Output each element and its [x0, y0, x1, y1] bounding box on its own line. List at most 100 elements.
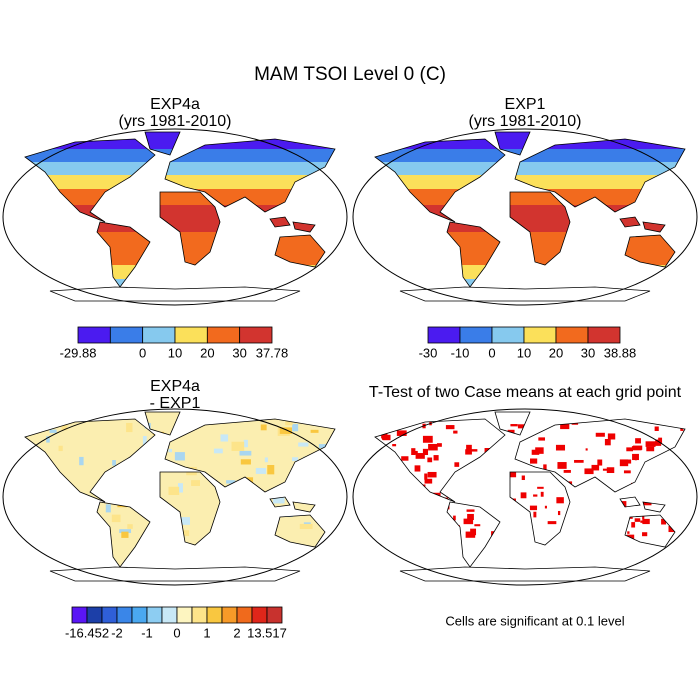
colorbar-label: 30 — [581, 345, 595, 360]
sig-cell — [355, 560, 363, 566]
sig-cell — [510, 424, 518, 427]
diff-patch — [264, 457, 268, 463]
panel-subtitle: (yrs 1981-2010) — [469, 113, 582, 130]
diff-patch — [127, 524, 133, 529]
colorbar-box — [142, 326, 176, 344]
diff-patch — [16, 433, 20, 437]
colorbar-box — [523, 326, 557, 344]
diff-patch — [119, 529, 132, 533]
sig-cell — [555, 444, 566, 451]
colorbar-label: 37.78 — [256, 345, 289, 360]
sig-cell — [466, 509, 475, 512]
sig-cell — [694, 456, 700, 459]
diff-patch — [12, 543, 21, 551]
sig-cell — [521, 475, 525, 481]
sig-cell — [467, 513, 474, 521]
colorbar-box — [161, 606, 178, 624]
globe-outline — [2, 408, 348, 586]
colorbar-label: 13.517 — [247, 625, 287, 640]
colorbar-label: -30 — [419, 345, 438, 360]
panel-note: Cells are significant at 0.1 level — [445, 613, 624, 628]
sig-cell — [424, 473, 428, 480]
sig-cell — [470, 449, 478, 452]
sig-cell — [547, 521, 557, 525]
sig-cell — [353, 526, 358, 529]
sig-cell — [627, 531, 630, 534]
temp-band — [25, 175, 335, 189]
colorbar-label: 30 — [232, 345, 246, 360]
sig-cell — [574, 459, 584, 463]
colorbar-box — [221, 606, 238, 624]
diff-patch — [292, 423, 299, 432]
colorbar-box — [459, 326, 493, 344]
sig-cell — [585, 448, 588, 451]
sig-cell — [453, 430, 458, 434]
diff-patch — [312, 575, 320, 584]
sig-cell — [465, 531, 476, 538]
sig-cell — [517, 424, 525, 429]
diff-patch — [58, 445, 63, 452]
temp-band — [375, 162, 685, 175]
colorbar-box — [116, 606, 133, 624]
diff-patch — [255, 467, 267, 474]
diff-patch — [7, 584, 12, 592]
sig-cell — [538, 437, 546, 441]
sig-cell — [655, 439, 662, 446]
colorbar-box — [131, 606, 148, 624]
diff-patch — [334, 549, 335, 557]
sig-cell — [646, 446, 655, 452]
colorbar-label: 20 — [549, 345, 563, 360]
diff-patch — [333, 534, 335, 543]
diff-patch — [267, 465, 275, 475]
globe-outline — [2, 128, 348, 306]
diff-patch — [220, 434, 229, 442]
diff-patch — [292, 457, 299, 462]
sig-cell — [691, 449, 695, 455]
colorbar-box — [86, 606, 103, 624]
diff-patch — [111, 514, 121, 523]
diff-patch — [178, 483, 183, 493]
diff-patch — [279, 427, 293, 434]
globe-outline — [352, 128, 698, 306]
sig-cell — [401, 456, 409, 461]
sig-cell — [507, 471, 517, 478]
colorbar-label: 0 — [488, 345, 495, 360]
colorbar-box — [77, 326, 111, 344]
diff-patch — [326, 562, 335, 567]
diff-patch — [226, 480, 236, 484]
sig-cell — [597, 459, 603, 466]
colorbar-label: -16.452 — [65, 625, 109, 640]
diff-patch — [239, 450, 252, 456]
sig-cell — [654, 426, 659, 432]
diff-patch — [168, 448, 172, 453]
sig-cell — [463, 518, 474, 525]
sig-cell — [428, 443, 438, 451]
diff-patch — [191, 480, 201, 486]
colorbar-label: 0 — [173, 625, 180, 640]
sig-cell — [529, 505, 538, 511]
diff-patch — [246, 582, 257, 590]
sig-cell — [680, 424, 684, 431]
sig-cell — [402, 559, 406, 566]
sig-cell — [535, 447, 544, 454]
sig-cell — [619, 459, 629, 467]
sig-cell — [690, 542, 699, 549]
sig-cell — [557, 462, 567, 469]
sig-cell — [568, 481, 573, 484]
sig-cell — [533, 494, 538, 497]
colorbar-label: 0 — [139, 345, 146, 360]
sig-cell — [445, 425, 455, 430]
diff-patch — [33, 419, 42, 424]
diff-patch — [112, 460, 116, 466]
colorbar-label: -10 — [451, 345, 470, 360]
diff-patch — [3, 571, 9, 575]
sig-cell — [690, 435, 697, 440]
diff-patch — [320, 551, 325, 558]
diff-patch — [213, 448, 223, 454]
colorbar-box — [491, 326, 525, 344]
colorbar-label: -2 — [111, 625, 123, 640]
colorbar-label: 10 — [517, 345, 531, 360]
sig-cell — [520, 492, 527, 499]
sig-cell — [606, 467, 615, 474]
